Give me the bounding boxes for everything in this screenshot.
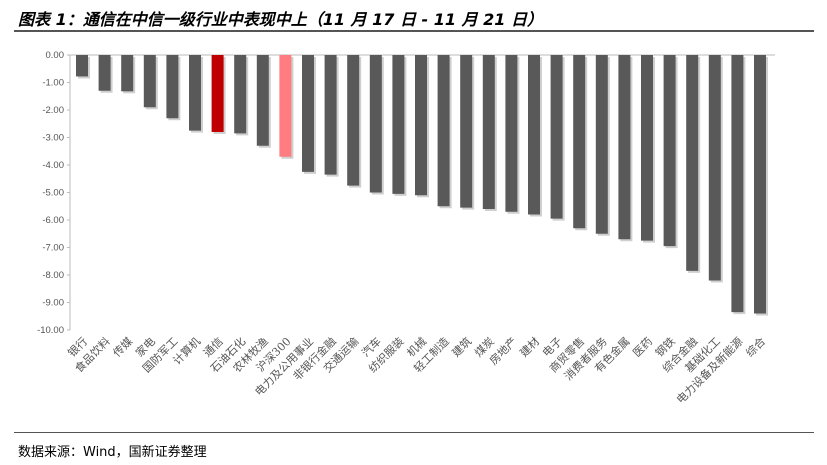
bar-商贸零售 — [573, 55, 586, 229]
y-tick-label: -10.00 — [37, 325, 64, 336]
bar-综合金融 — [686, 55, 699, 271]
bar-食品饮料 — [98, 55, 111, 91]
y-tick-label: -3.00 — [42, 133, 64, 144]
bar-消费者服务 — [595, 55, 608, 234]
bar-建材 — [528, 55, 540, 215]
bar-通信 — [211, 55, 224, 132]
source-note: 数据来源：Wind，国新证券整理 — [18, 445, 207, 460]
x-tick-label: 综合 — [743, 334, 768, 359]
bar-房地产 — [505, 55, 518, 212]
bar-电力及公用事业 — [302, 55, 314, 172]
bar-计算机 — [189, 55, 201, 131]
bar-非银行金融 — [324, 55, 337, 175]
chart-title: 图表 1：通信在中信一级行业中表现中上（11 月 17 日 - 11 月 21 … — [18, 10, 543, 29]
y-tick-label: -7.00 — [42, 243, 64, 254]
bar-沪深300 — [279, 55, 292, 157]
x-tick-label: 建材 — [517, 334, 542, 359]
y-tick-label: 0.00 — [46, 50, 65, 61]
bar-钢铁 — [663, 55, 676, 247]
bar-机械 — [415, 55, 427, 196]
y-tick-label: -2.00 — [42, 105, 64, 116]
bar-综合 — [754, 55, 766, 314]
y-tick-label: -1.00 — [42, 78, 64, 89]
x-tick-label: 建筑 — [449, 334, 474, 359]
bar-汽车 — [369, 55, 382, 193]
bar-银行 — [76, 55, 88, 77]
y-tick-label: -8.00 — [42, 270, 64, 281]
footer-divider — [14, 432, 814, 433]
title-divider — [14, 30, 814, 32]
y-tick-label: -5.00 — [42, 188, 64, 199]
bar-交通运输 — [347, 55, 360, 186]
y-tick-label: -4.00 — [42, 160, 64, 171]
bar-电力设备及新能源 — [731, 55, 744, 313]
y-tick-label: -6.00 — [42, 215, 64, 226]
bar-传媒 — [121, 55, 134, 92]
bar-基础化工 — [708, 55, 721, 281]
bar-农林牧渔 — [256, 55, 269, 146]
bar-有色金属 — [618, 55, 631, 240]
bar-国防军工 — [166, 55, 179, 119]
bar-chart: 0.00 -1.00 -2.00 -3.00 -4.00 -5.00 -6.00 -7.00 -… — [37, 50, 775, 406]
bar-家电 — [143, 55, 156, 108]
x-tick-label: 传媒 — [111, 335, 136, 360]
bar-电子 — [550, 55, 563, 219]
bar-纺织服装 — [392, 55, 405, 194]
bar-轻工制造 — [437, 55, 450, 207]
bar-医药 — [641, 55, 653, 241]
bar-石油石化 — [234, 55, 247, 134]
x-tick-label: 医药 — [630, 335, 655, 360]
bar-煤炭 — [482, 55, 495, 209]
y-tick-label: -9.00 — [42, 298, 64, 309]
bar-建筑 — [460, 55, 473, 208]
